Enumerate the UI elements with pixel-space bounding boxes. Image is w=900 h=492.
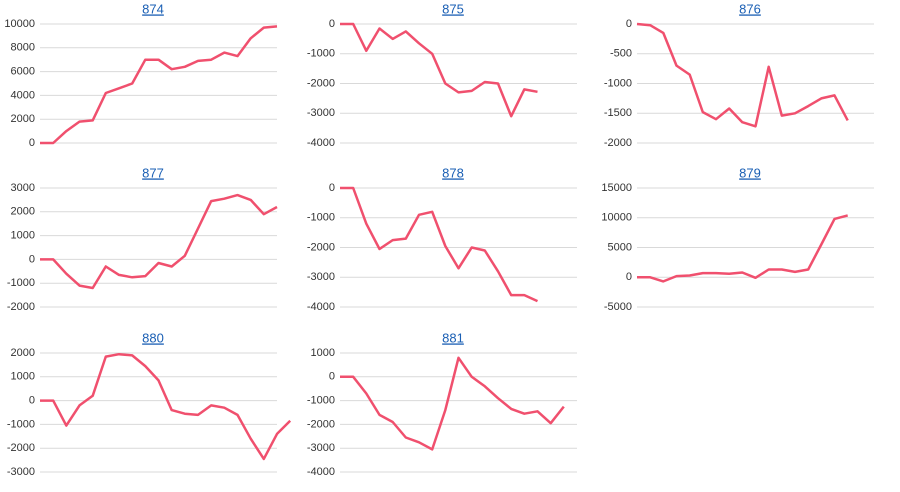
y-tick-label: 1000 [11,371,35,383]
y-tick-label: -2000 [307,77,335,89]
y-tick-label: -2000 [604,137,632,149]
data-line [637,214,849,283]
y-tick-label: -3000 [7,466,35,478]
data-line [40,193,278,290]
y-tick-label: -3000 [307,442,335,454]
chart-title[interactable]: 877 [142,165,164,180]
y-tick-label: 8000 [11,42,35,54]
chart-title[interactable]: 875 [442,1,464,16]
y-tick-label: 10000 [4,18,35,30]
y-tick-label: 1000 [311,347,335,359]
data-line [340,22,538,118]
data-line [340,186,539,303]
y-tick-label: -1000 [7,418,35,430]
y-tick-label: -1000 [7,277,35,289]
y-tick-label: 0 [626,271,632,283]
y-tick-label: 0 [29,137,35,149]
y-tick-label: 0 [329,18,335,30]
data-line [40,352,292,461]
chart-title[interactable]: 878 [442,165,464,180]
y-tick-label: 4000 [11,89,35,101]
y-tick-label: 5000 [608,241,632,253]
y-tick-label: -1000 [307,48,335,60]
y-tick-label: -1000 [307,212,335,224]
y-tick-label: 2000 [11,113,35,125]
chart-title[interactable]: 874 [142,1,164,16]
y-tick-label: 3000 [11,182,35,194]
y-tick-label: 0 [329,371,335,383]
y-tick-label: -2000 [307,241,335,253]
y-tick-label: -2000 [7,442,35,454]
chart-title[interactable]: 879 [739,165,761,180]
chart-title[interactable]: 876 [739,1,761,16]
data-line [40,25,278,145]
y-tick-label: 15000 [601,182,632,194]
y-tick-label: -1000 [604,77,632,89]
y-tick-label: 0 [329,182,335,194]
y-tick-label: -3000 [307,107,335,119]
y-tick-label: 6000 [11,66,35,78]
y-tick-label: -1000 [307,395,335,407]
y-tick-label: 2000 [11,206,35,218]
y-tick-label: -4000 [307,301,335,313]
y-tick-label: 10000 [601,212,632,224]
y-tick-label: 0 [29,395,35,407]
data-line [636,22,849,128]
y-tick-label: -4000 [307,466,335,478]
y-tick-label: -1500 [604,107,632,119]
y-tick-label: 0 [29,253,35,265]
data-line [340,356,565,451]
y-tick-label: 2000 [11,347,35,359]
y-tick-label: -3000 [307,271,335,283]
chart-title[interactable]: 880 [142,330,164,345]
y-tick-label: -4000 [307,137,335,149]
y-tick-label: -5000 [604,301,632,313]
chart-title[interactable]: 881 [442,330,464,345]
y-tick-label: 1000 [11,230,35,242]
y-tick-label: 0 [626,18,632,30]
y-tick-label: -500 [610,48,632,60]
y-tick-label: -2000 [307,418,335,430]
y-tick-label: -2000 [7,301,35,313]
